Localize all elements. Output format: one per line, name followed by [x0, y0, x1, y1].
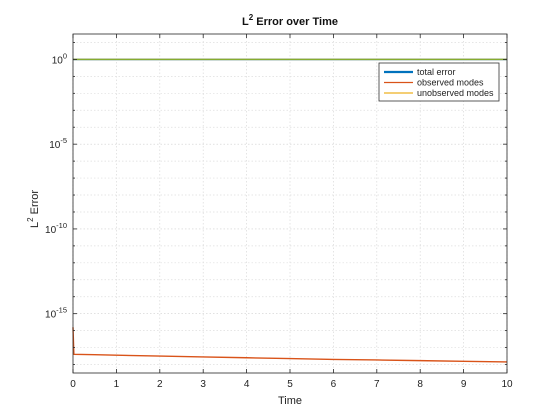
legend-label: observed modes: [417, 78, 484, 88]
title-superscript: 2: [249, 13, 254, 22]
x-tick-label: 0: [70, 379, 76, 390]
y-tick-base: 10: [52, 55, 64, 66]
y-tick-base: 10: [45, 310, 57, 321]
x-tick-label: 3: [200, 379, 206, 390]
ylabel-base: L: [29, 222, 41, 228]
plot-lines: [72, 58, 508, 363]
x-tick-label: 5: [287, 379, 293, 390]
x-tick-label: 1: [114, 379, 120, 390]
y-tick-exponent: -5: [60, 136, 67, 145]
legend-label: unobserved modes: [417, 88, 494, 98]
ylabel-rest: Error: [29, 190, 41, 218]
y-tick-label: 10-10: [45, 221, 67, 236]
y-tick-label: 10-5: [49, 136, 67, 151]
y-tick-label: 10-15: [45, 306, 67, 321]
x-tick-label: 4: [244, 379, 250, 390]
chart-title: L2 Error over Time: [242, 13, 338, 28]
legend-label: total error: [417, 67, 456, 77]
y-tick-exponent: -10: [56, 221, 67, 230]
y-tick-exponent: -15: [56, 306, 67, 315]
y-tick-base: 10: [45, 225, 57, 236]
x-tick-label: 6: [331, 379, 337, 390]
x-tick-label: 8: [417, 379, 423, 390]
x-tick-label: 10: [501, 379, 513, 390]
x-tick-label: 9: [461, 379, 467, 390]
ylabel-superscript: 2: [26, 217, 35, 222]
x-ticks: 0 1 2 3 4 5 6 7 8 9 10: [70, 34, 513, 390]
x-tick-label: 2: [157, 379, 163, 390]
x-axis-label: Time: [278, 395, 302, 407]
x-tick-label: 7: [374, 379, 380, 390]
y-tick-base: 10: [49, 140, 61, 151]
y-axis-label: L2 Error: [26, 190, 41, 228]
y-tick-exponent: 0: [63, 51, 67, 60]
grid: [72, 34, 508, 373]
title-rest: Error over Time: [253, 16, 338, 28]
title-base: L: [242, 16, 249, 28]
series-line-observed-modes: [72, 327, 508, 363]
y-tick-label: 100: [52, 51, 67, 66]
